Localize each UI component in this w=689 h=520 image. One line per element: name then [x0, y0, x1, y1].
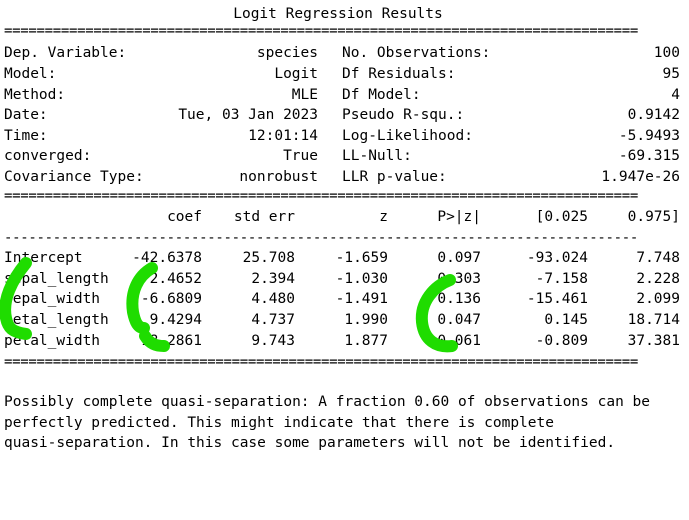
info-value: 12:01:14 [248, 128, 318, 144]
info-value: Tue, 03 Jan 2023 [178, 107, 318, 123]
coef-header-row: coef std err z P>|z| [0.025 0.975] [4, 207, 684, 228]
cell-std-err: 4.480 [251, 291, 295, 307]
cell-ci-upper: 18.714 [627, 312, 680, 328]
info-value: MLE [291, 87, 318, 103]
header-ci-lower: [0.025 [535, 209, 588, 225]
cell-z: -1.030 [335, 271, 388, 287]
info-row: Model: Logit Df Residuals: 95 [4, 64, 684, 85]
info-label-right: Df Residuals: [342, 66, 456, 82]
info-value-right: 4 [671, 87, 680, 103]
cell-ci-lower: -15.461 [526, 291, 588, 307]
table-row: sepal_length -2.4652 2.394 -1.030 0.303 … [4, 269, 684, 290]
rule-double-mid: ========================================… [4, 189, 639, 203]
info-value-right: 100 [653, 45, 680, 61]
table-row: sepal_width -6.6809 4.480 -1.491 0.136 -… [4, 289, 684, 310]
cell-coef: 18.2861 [140, 333, 202, 349]
info-label: Date: [4, 107, 48, 123]
info-row: Time: 12:01:14 Log-Likelihood: -5.9493 [4, 126, 684, 147]
cell-ci-upper: 2.099 [636, 291, 680, 307]
info-label: converged: [4, 148, 92, 164]
info-value-right: 95 [662, 66, 680, 82]
row-name: petal_length [4, 312, 109, 328]
cell-std-err: 4.737 [251, 312, 295, 328]
info-label: Covariance Type: [4, 169, 144, 185]
info-value: nonrobust [239, 169, 318, 185]
info-label-right: No. Observations: [342, 45, 491, 61]
table-row: Intercept -42.6378 25.708 -1.659 0.097 -… [4, 248, 684, 269]
rule-double-bottom: ========================================… [4, 355, 639, 369]
cell-std-err: 2.394 [251, 271, 295, 287]
info-row: Method: MLE Df Model: 4 [4, 85, 684, 106]
info-row: Covariance Type: nonrobust LLR p-value: … [4, 167, 684, 188]
info-value: species [256, 45, 318, 61]
note-line: perfectly predicted. This might indicate… [4, 415, 554, 431]
cell-z: -1.659 [335, 250, 388, 266]
cell-ci-lower: 0.145 [544, 312, 588, 328]
info-label: Dep. Variable: [4, 45, 127, 61]
cell-ci-lower: -93.024 [526, 250, 588, 266]
cell-ci-lower: -0.809 [535, 333, 588, 349]
info-value: Logit [274, 66, 318, 82]
info-value-right: -69.315 [618, 148, 680, 164]
info-label-right: Pseudo R-squ.: [342, 107, 465, 123]
info-label: Model: [4, 66, 57, 82]
info-row: Date: Tue, 03 Jan 2023 Pseudo R-squ.: 0.… [4, 105, 684, 126]
rule-single: ----------------------------------------… [4, 231, 639, 245]
cell-p-value: 0.097 [437, 250, 481, 266]
cell-ci-upper: 37.381 [627, 333, 680, 349]
header-coef: coef [167, 209, 202, 225]
header-std-err: std err [233, 209, 295, 225]
table-row: petal_length 9.4294 4.737 1.990 0.047 0.… [4, 310, 684, 331]
table-row: petal_width 18.2861 9.743 1.877 0.061 -0… [4, 331, 684, 352]
header-p-value: P>|z| [437, 209, 481, 225]
info-value-right: -5.9493 [618, 128, 680, 144]
info-label: Method: [4, 87, 66, 103]
cell-ci-lower: -7.158 [535, 271, 588, 287]
row-name: sepal_width [4, 291, 101, 307]
cell-std-err: 9.743 [251, 333, 295, 349]
info-label-right: LL-Null: [342, 148, 412, 164]
cell-p-value: 0.303 [437, 271, 481, 287]
info-row: converged: True LL-Null: -69.315 [4, 146, 684, 167]
cell-ci-upper: 7.748 [636, 250, 680, 266]
cell-ci-upper: 2.228 [636, 271, 680, 287]
info-value-right: 0.9142 [627, 107, 680, 123]
info-value: True [283, 148, 318, 164]
cell-p-value: 0.061 [437, 333, 481, 349]
cell-z: 1.877 [344, 333, 388, 349]
cell-coef: 9.4294 [149, 312, 202, 328]
cell-z: -1.491 [335, 291, 388, 307]
info-label-right: Df Model: [342, 87, 421, 103]
header-z: z [379, 209, 388, 225]
header-ci-upper: 0.975] [627, 209, 680, 225]
note-line: quasi-separation. In this case some para… [4, 435, 616, 451]
cell-p-value: 0.047 [437, 312, 481, 328]
row-name: sepal_length [4, 271, 109, 287]
row-name: Intercept [4, 250, 83, 266]
cell-coef: -6.6809 [140, 291, 202, 307]
cell-coef: -2.4652 [140, 271, 202, 287]
rule-double-top: ========================================… [4, 24, 639, 38]
note-line: Possibly complete quasi-separation: A fr… [4, 394, 651, 410]
cell-p-value: 0.136 [437, 291, 481, 307]
row-name: petal_width [4, 333, 101, 349]
info-value-right: 1.947e-26 [601, 169, 680, 185]
info-label-right: Log-Likelihood: [342, 128, 473, 144]
cell-coef: -42.6378 [132, 250, 202, 266]
cell-z: 1.990 [344, 312, 388, 328]
info-label: Time: [4, 128, 48, 144]
summary-title: Logit Regression Results [233, 6, 443, 22]
cell-std-err: 25.708 [242, 250, 295, 266]
info-label-right: LLR p-value: [342, 169, 447, 185]
info-row: Dep. Variable: species No. Observations:… [4, 43, 684, 64]
